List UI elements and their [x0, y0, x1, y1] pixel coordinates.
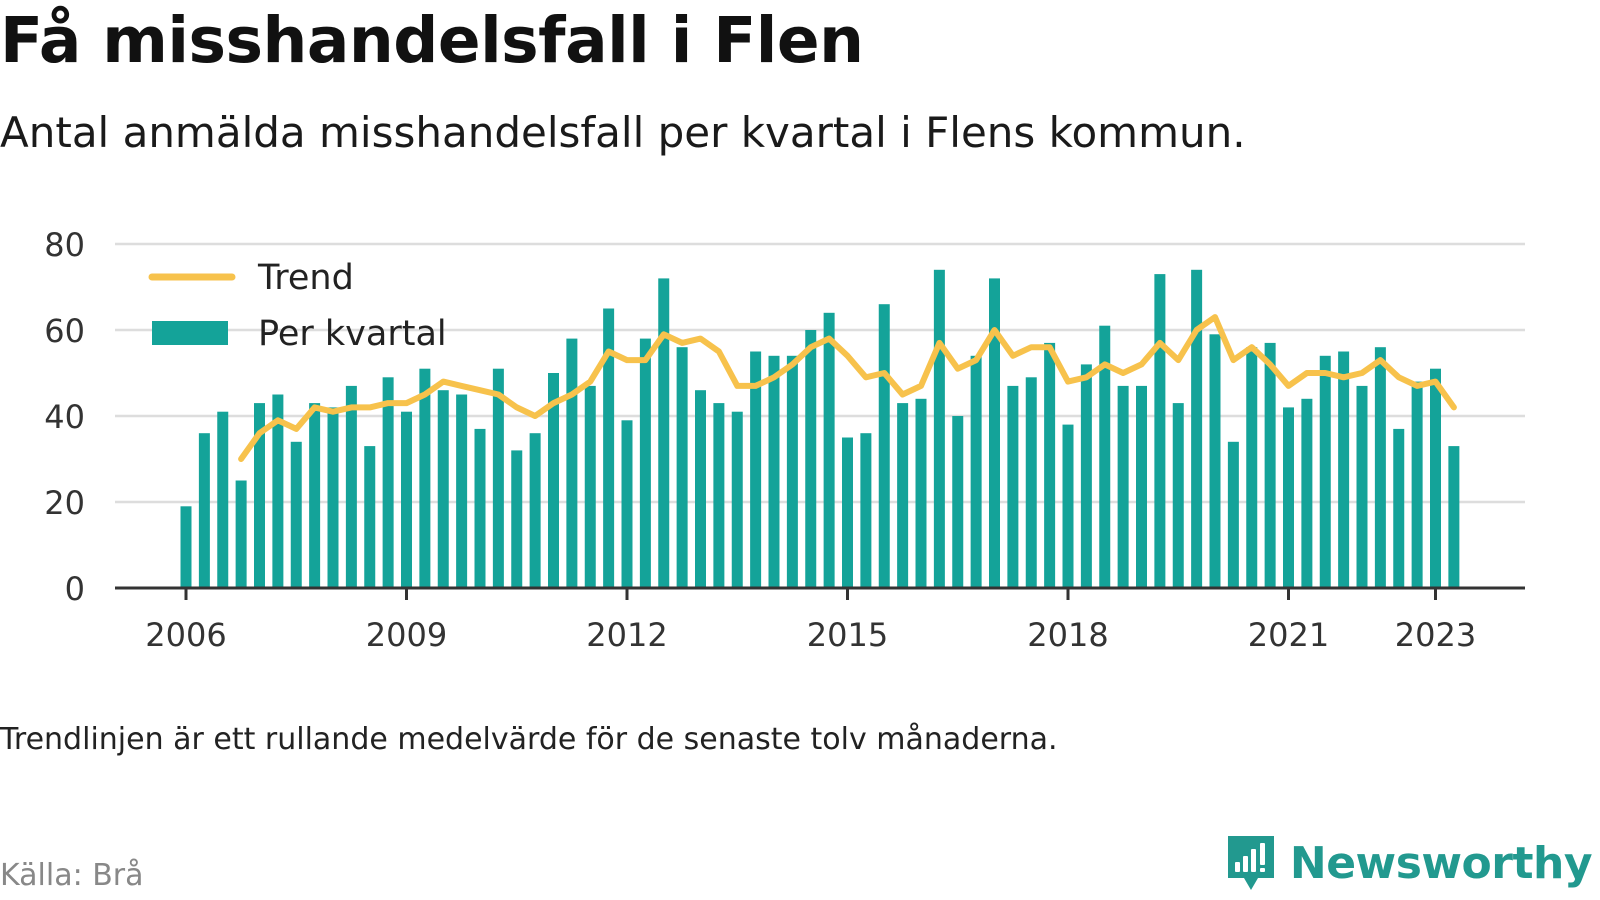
bar: [842, 437, 853, 588]
bar: [1411, 381, 1423, 588]
bar: [1191, 269, 1203, 588]
bar: [290, 441, 302, 588]
bar: [1172, 403, 1184, 588]
bar: [327, 407, 339, 588]
y-tick-label: 80: [44, 226, 85, 264]
bar: [419, 368, 431, 588]
bar: [1154, 274, 1166, 588]
chart: 0 20 40 60 80 2006 2009 2012 2015 2018 2021 2023 Tr…: [44, 226, 1525, 654]
bar: [603, 308, 615, 588]
x-tick-label: 2006: [145, 616, 226, 654]
x-tick-label: 2018: [1027, 616, 1108, 654]
bar: [768, 355, 780, 588]
bar: [309, 403, 321, 588]
x-tick-label: 2015: [807, 616, 888, 654]
y-tick-label: 20: [44, 484, 85, 522]
x-tick-label: 2012: [586, 616, 667, 654]
bar: [933, 269, 945, 588]
bar: [897, 403, 909, 588]
bar: [1227, 441, 1239, 588]
bar: [621, 420, 633, 588]
bar: [1448, 446, 1460, 588]
chart-note: Trendlinjen är ett rullande medelvärde f…: [0, 722, 1058, 757]
bar: [235, 480, 247, 588]
bar: [1283, 407, 1294, 588]
bar: [1319, 355, 1331, 588]
bar: [1062, 424, 1074, 588]
bar: [217, 411, 229, 588]
chart-subtitle: Antal anmälda misshandelsfall per kvarta…: [0, 108, 1246, 157]
bar: [1025, 377, 1037, 588]
bar: [345, 385, 357, 588]
bar: [1264, 342, 1276, 588]
legend-swatch-per-kvartal: [152, 321, 228, 345]
brand-logo: Newsworthy: [1226, 834, 1593, 892]
bar: [548, 373, 559, 588]
legend-label: Per kvartal: [258, 314, 447, 354]
bar: [584, 385, 596, 588]
bar: [566, 338, 578, 588]
bar: [511, 450, 523, 588]
bar: [401, 411, 412, 588]
x-tick-label: 2021: [1248, 616, 1329, 654]
y-tick-label: 40: [44, 398, 85, 436]
x-tick-label: 2009: [366, 616, 447, 654]
bar: [731, 411, 743, 588]
bar: [198, 433, 210, 588]
bar: [915, 398, 927, 588]
bar: [989, 278, 1000, 588]
bar: [805, 330, 817, 588]
bar: [1007, 385, 1019, 588]
bar: [1080, 364, 1092, 588]
bar: [1374, 347, 1386, 588]
newsworthy-logo-icon: [1227, 836, 1274, 890]
bar: [1044, 342, 1056, 588]
bar: [639, 338, 651, 588]
bar: [713, 403, 725, 588]
trend-line: [238, 314, 1457, 462]
bar: [823, 312, 835, 588]
y-tick-label: 0: [65, 570, 85, 608]
bar: [180, 506, 192, 588]
bar: [1136, 385, 1147, 588]
bar: [970, 355, 982, 588]
bar: [1301, 398, 1313, 588]
bar: [952, 416, 964, 588]
bar: [474, 428, 486, 588]
trend-series: [238, 314, 1457, 462]
bar: [878, 304, 890, 588]
legend: Trend Per kvartal: [148, 258, 447, 354]
brand-name: Newsworthy: [1289, 837, 1593, 889]
bar: [529, 433, 541, 588]
bar: [786, 355, 798, 588]
axes: 0 20 40 60 80 2006 2009 2012 2015 2018 2021 2023: [44, 226, 1525, 654]
bar: [1338, 351, 1350, 588]
source-label: Källa: Brå: [0, 858, 144, 893]
bar: [1099, 325, 1111, 588]
bar: [364, 446, 376, 588]
bar: [492, 368, 504, 588]
bar: [382, 377, 394, 588]
bar: [1356, 385, 1368, 588]
bar: [1117, 385, 1129, 588]
bar-series: [180, 269, 1460, 588]
bar: [695, 390, 706, 588]
bar: [1246, 347, 1258, 588]
chart-title: Få misshandelsfall i Flen: [0, 4, 864, 77]
bar: [860, 433, 872, 588]
bar: [456, 394, 468, 588]
legend-label: Trend: [257, 258, 354, 298]
bar: [1430, 368, 1441, 588]
bar: [1209, 334, 1221, 588]
bar: [272, 394, 284, 588]
bar: [254, 403, 265, 588]
bar: [437, 390, 449, 588]
bar: [658, 278, 670, 588]
bar: [676, 347, 688, 588]
y-tick-label: 60: [44, 312, 85, 350]
bar: [1393, 428, 1405, 588]
x-tick-label: 2023: [1395, 616, 1476, 654]
bar: [750, 351, 762, 588]
